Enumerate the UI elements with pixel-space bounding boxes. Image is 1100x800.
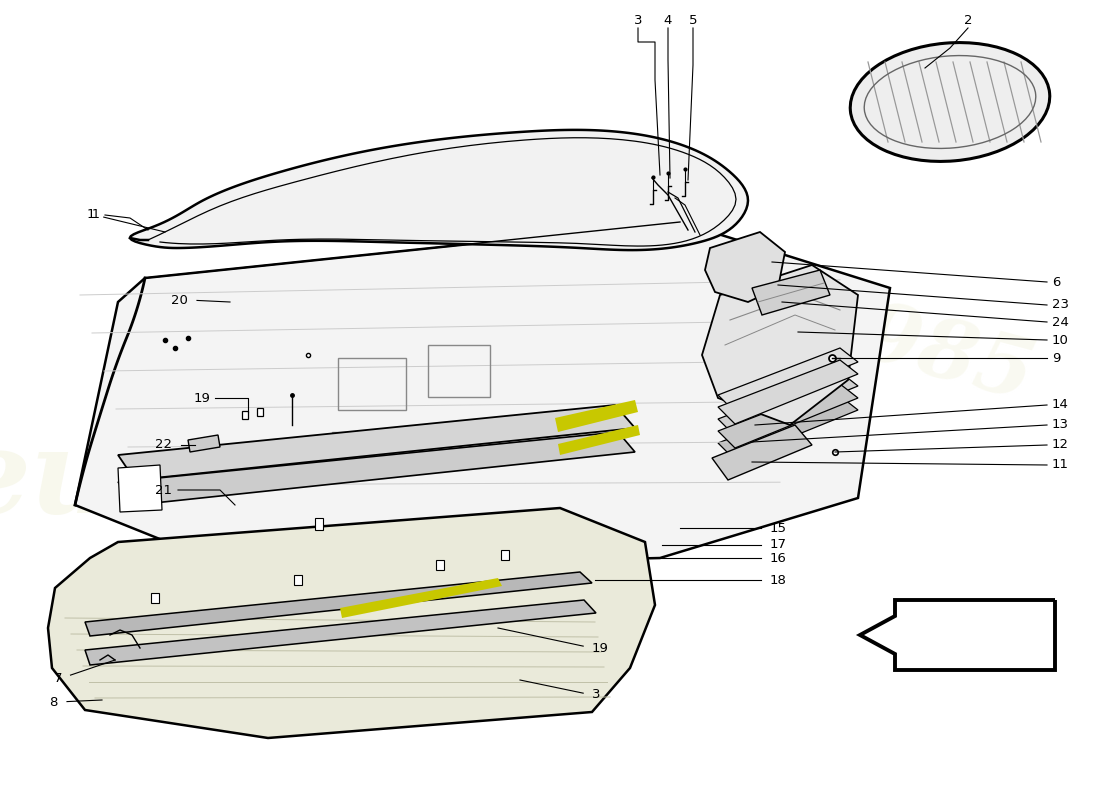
Text: eurospares: eurospares xyxy=(0,422,685,538)
Polygon shape xyxy=(48,508,654,738)
Polygon shape xyxy=(718,372,858,436)
Text: 7: 7 xyxy=(54,671,62,685)
Text: 5: 5 xyxy=(689,14,697,26)
Polygon shape xyxy=(860,600,1055,670)
Text: 3: 3 xyxy=(634,14,642,26)
Text: 8: 8 xyxy=(50,695,58,709)
Text: 9: 9 xyxy=(1052,351,1060,365)
Text: 17: 17 xyxy=(770,538,786,551)
Polygon shape xyxy=(85,600,596,665)
Polygon shape xyxy=(556,400,638,432)
Text: 11: 11 xyxy=(1052,458,1069,471)
Text: 1: 1 xyxy=(87,209,95,222)
Text: 24: 24 xyxy=(1052,315,1069,329)
Text: 1: 1 xyxy=(92,209,100,222)
Bar xyxy=(242,411,248,419)
Text: 12: 12 xyxy=(1052,438,1069,451)
Polygon shape xyxy=(702,265,858,425)
Bar xyxy=(294,575,302,585)
Text: 18: 18 xyxy=(770,574,786,586)
Text: 19: 19 xyxy=(592,642,609,654)
Polygon shape xyxy=(558,425,640,455)
Text: 4: 4 xyxy=(663,14,672,26)
Polygon shape xyxy=(718,348,858,412)
Bar xyxy=(257,408,263,416)
Polygon shape xyxy=(752,270,830,315)
Text: 14: 14 xyxy=(1052,398,1069,411)
Polygon shape xyxy=(718,360,858,424)
Text: 22: 22 xyxy=(155,438,172,451)
Polygon shape xyxy=(85,572,592,636)
Text: 23: 23 xyxy=(1052,298,1069,311)
Text: a passion for Ferrari since 1985: a passion for Ferrari since 1985 xyxy=(136,561,444,579)
Bar xyxy=(151,593,160,603)
Polygon shape xyxy=(718,384,858,448)
Text: 6: 6 xyxy=(1052,275,1060,289)
Text: 3: 3 xyxy=(592,689,601,702)
Text: 2: 2 xyxy=(964,14,972,26)
Bar xyxy=(436,560,444,570)
Text: 1985: 1985 xyxy=(798,282,1043,418)
Text: 21: 21 xyxy=(155,483,172,497)
Text: 15: 15 xyxy=(770,522,786,534)
Polygon shape xyxy=(118,432,635,505)
Polygon shape xyxy=(340,578,502,618)
Text: 13: 13 xyxy=(1052,418,1069,431)
Bar xyxy=(332,432,392,472)
Text: 19: 19 xyxy=(194,391,210,405)
Polygon shape xyxy=(188,435,220,452)
Text: 16: 16 xyxy=(770,551,786,565)
Polygon shape xyxy=(118,465,162,512)
Bar xyxy=(428,345,490,397)
Bar xyxy=(315,518,323,530)
Polygon shape xyxy=(705,232,785,302)
Polygon shape xyxy=(130,130,748,250)
Bar xyxy=(500,550,509,560)
Text: 20: 20 xyxy=(172,294,188,306)
Ellipse shape xyxy=(850,42,1049,162)
Polygon shape xyxy=(712,425,812,480)
Polygon shape xyxy=(718,396,858,460)
Polygon shape xyxy=(118,405,635,480)
Bar xyxy=(338,358,406,410)
Text: 10: 10 xyxy=(1052,334,1069,346)
Polygon shape xyxy=(75,222,890,568)
